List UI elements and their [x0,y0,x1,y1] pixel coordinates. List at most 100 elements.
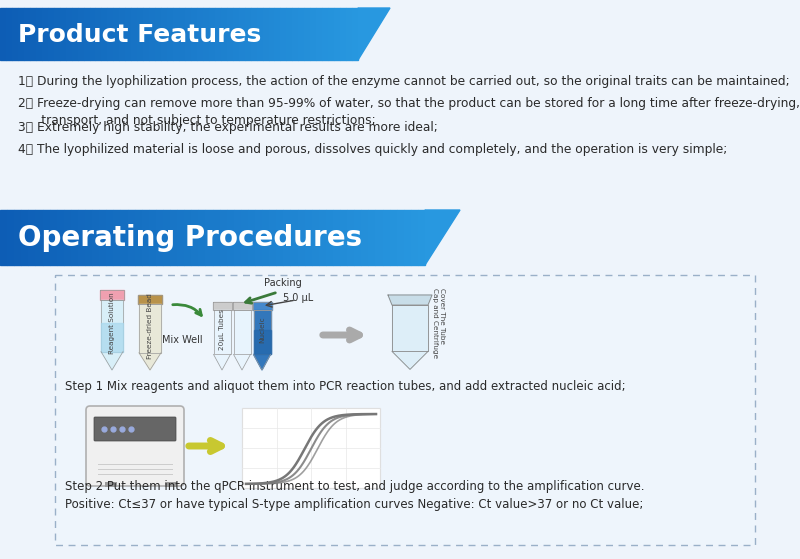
Polygon shape [167,8,173,60]
Polygon shape [114,8,119,60]
FancyBboxPatch shape [105,482,117,487]
Polygon shape [0,210,7,265]
Polygon shape [54,8,60,60]
Polygon shape [197,8,203,60]
Polygon shape [138,8,143,60]
Polygon shape [185,8,191,60]
Text: Step 1 Mix reagents and aliquot them into PCR reaction tubes, and add extracted : Step 1 Mix reagents and aliquot them int… [65,380,626,393]
Polygon shape [214,310,230,354]
Polygon shape [57,210,64,265]
Polygon shape [163,210,170,265]
Polygon shape [333,210,340,265]
Polygon shape [234,210,241,265]
Polygon shape [418,210,425,265]
Polygon shape [72,8,78,60]
Polygon shape [310,8,316,60]
Polygon shape [255,210,262,265]
Polygon shape [134,210,142,265]
Text: Product Features: Product Features [18,23,262,47]
Polygon shape [340,210,347,265]
Polygon shape [340,8,346,60]
Polygon shape [7,210,14,265]
Polygon shape [392,305,428,352]
Text: Step 2 Put them into the qPCR instrument to test, and judge according to the amp: Step 2 Put them into the qPCR instrument… [65,480,645,511]
Polygon shape [22,210,28,265]
Polygon shape [226,210,234,265]
Polygon shape [334,8,340,60]
Polygon shape [114,210,121,265]
Polygon shape [66,8,72,60]
Polygon shape [173,8,179,60]
Polygon shape [18,8,24,60]
Polygon shape [304,8,310,60]
Polygon shape [388,295,432,305]
Polygon shape [156,210,163,265]
Polygon shape [245,8,250,60]
Polygon shape [269,8,274,60]
Polygon shape [138,295,162,304]
Text: Freeze-dried Bead: Freeze-dried Bead [147,293,153,359]
Polygon shape [233,8,238,60]
Text: 5.0 μL: 5.0 μL [283,293,313,303]
Polygon shape [126,8,131,60]
Polygon shape [30,8,36,60]
Polygon shape [142,210,149,265]
Text: Reagent Solution: Reagent Solution [109,292,115,354]
Polygon shape [99,210,106,265]
Polygon shape [209,8,214,60]
Polygon shape [213,302,231,310]
Polygon shape [234,354,250,370]
Polygon shape [92,210,99,265]
Polygon shape [101,300,123,352]
Polygon shape [362,210,368,265]
Polygon shape [203,8,209,60]
Polygon shape [375,210,382,265]
Polygon shape [368,210,375,265]
Polygon shape [0,8,6,60]
Polygon shape [262,8,269,60]
Polygon shape [312,210,318,265]
FancyBboxPatch shape [165,482,177,487]
Polygon shape [64,210,71,265]
Text: Nucleic: Nucleic [259,317,265,343]
Polygon shape [206,210,213,265]
Polygon shape [411,210,418,265]
Polygon shape [254,310,270,354]
Text: Packing: Packing [264,278,302,288]
Polygon shape [143,8,149,60]
Polygon shape [318,210,326,265]
Polygon shape [219,210,226,265]
Text: Operating Procedures: Operating Procedures [18,225,362,253]
Polygon shape [161,8,167,60]
Polygon shape [14,210,22,265]
Polygon shape [191,8,197,60]
Text: 20μL Tubes: 20μL Tubes [219,310,225,350]
Polygon shape [214,354,230,370]
Polygon shape [6,8,12,60]
Text: 2， Freeze-drying can remove more than 95-99% of water, so that the product can b: 2， Freeze-drying can remove more than 95… [18,97,800,127]
Polygon shape [292,8,298,60]
Polygon shape [83,8,90,60]
Polygon shape [298,8,304,60]
Text: 4， The lyophilized material is loose and porous, dissolves quickly and completel: 4， The lyophilized material is loose and… [18,143,727,156]
Polygon shape [404,210,411,265]
Polygon shape [106,210,114,265]
Polygon shape [254,354,270,370]
Polygon shape [305,210,312,265]
Polygon shape [100,290,124,300]
Polygon shape [286,8,292,60]
Polygon shape [60,8,66,60]
Text: Mix Well: Mix Well [162,335,202,345]
Polygon shape [149,8,155,60]
Polygon shape [101,352,123,370]
Polygon shape [346,8,352,60]
Polygon shape [170,210,177,265]
Text: 3， Extremely high stability, the experimental results are more ideal;: 3， Extremely high stability, the experim… [18,121,438,134]
Polygon shape [85,210,92,265]
Polygon shape [191,210,198,265]
Text: Cover The Tube
Cap and Centrifuge: Cover The Tube Cap and Centrifuge [432,288,446,359]
Polygon shape [226,8,233,60]
Polygon shape [139,304,161,353]
Polygon shape [262,210,269,265]
FancyBboxPatch shape [55,275,755,545]
